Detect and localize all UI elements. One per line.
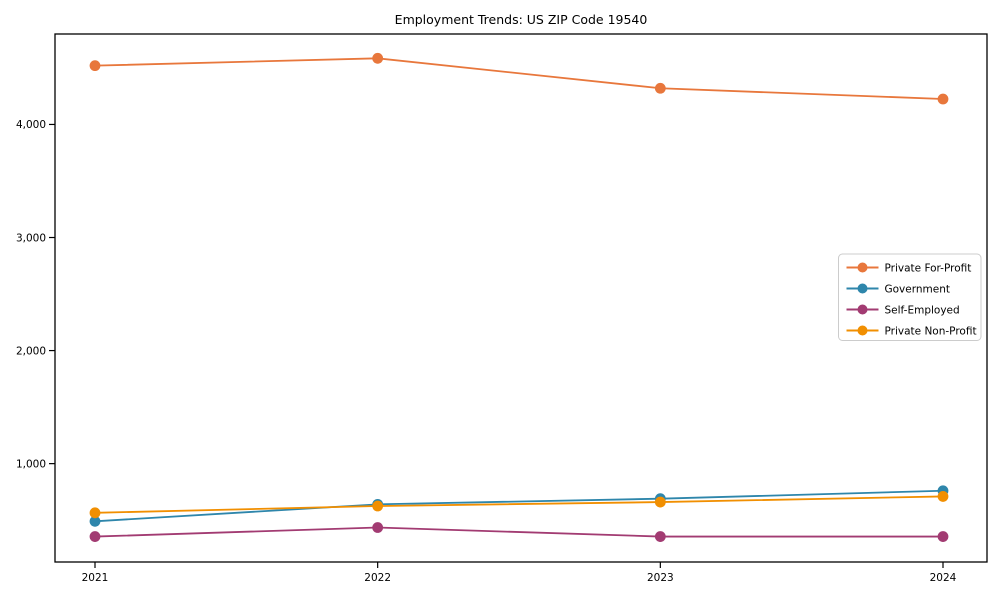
data-point-self-employed	[937, 531, 949, 542]
data-point-government	[89, 515, 101, 527]
y-tick-label: 4,000	[16, 119, 46, 131]
x-tick-label: 2022	[364, 572, 391, 584]
data-point-private-non-profit	[937, 491, 949, 502]
x-tick-label: 2021	[82, 572, 109, 584]
y-tick-label: 2,000	[16, 345, 46, 357]
data-point-private-non-profit	[372, 500, 384, 512]
series-line-government	[94, 489, 944, 523]
data-point-private-for-profit	[372, 52, 384, 64]
data-point-private-non-profit	[654, 496, 666, 508]
x-tick-label: 2024	[930, 572, 957, 584]
data-point-self-employed	[654, 531, 666, 542]
legend-swatch-marker	[857, 304, 868, 315]
data-point-private-non-profit	[89, 507, 101, 519]
series-line-self-employed	[94, 526, 943, 538]
series-line-private-non-profit	[94, 495, 944, 514]
legend-box	[838, 253, 982, 341]
legend-label: Government	[885, 283, 950, 295]
legend-label: Private Non-Profit	[885, 325, 977, 337]
legend: Private For-Profit Government Self-Employe…	[838, 253, 982, 341]
legend-swatch-marker	[857, 325, 868, 336]
data-point-private-for-profit	[937, 93, 949, 105]
data-point-private-for-profit	[89, 60, 101, 72]
y-tick-label: 1,000	[16, 458, 46, 470]
legend-label: Private For-Profit	[885, 262, 972, 274]
data-point-self-employed	[89, 531, 101, 542]
plot-frame	[54, 33, 988, 563]
x-tick-label: 2023	[647, 572, 674, 584]
legend-swatch-marker	[857, 283, 868, 294]
chart-title: Employment Trends: US ZIP Code 19540	[395, 12, 648, 27]
y-tick-label: 3,000	[16, 232, 46, 244]
plot-area: 1,000 2,000 3,000 4,000 2021 2022 2023 2024	[16, 33, 988, 584]
legend-swatch-marker	[857, 262, 868, 273]
legend-label: Self-Employed	[885, 304, 960, 316]
data-point-private-for-profit	[654, 82, 666, 94]
series-line-private-for-profit	[94, 57, 944, 100]
data-point-self-employed	[372, 522, 384, 533]
